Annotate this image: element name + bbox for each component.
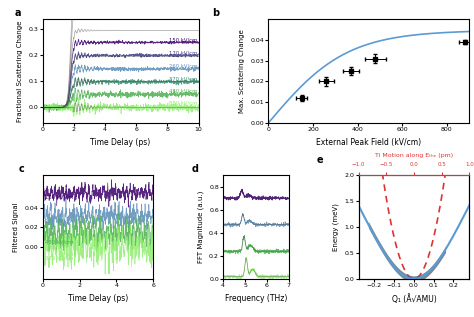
Text: 260 kV/cm: 260 kV/cm [169, 64, 197, 68]
Text: c: c [18, 164, 24, 174]
Y-axis label: Energy (meV): Energy (meV) [332, 203, 339, 251]
Text: d: d [191, 164, 199, 174]
Text: 260 kV/cm: 260 kV/cm [46, 219, 74, 224]
X-axis label: Ti Motion along Eₜₕₑ (pm): Ti Motion along Eₜₕₑ (pm) [375, 153, 453, 158]
Text: 480 kV/cm: 480 kV/cm [169, 88, 197, 93]
Text: 370 kV/cm: 370 kV/cm [169, 76, 197, 81]
Y-axis label: Max. Scattering Change: Max. Scattering Change [239, 29, 245, 113]
Y-axis label: FFT Magnitude (a.u.): FFT Magnitude (a.u.) [197, 191, 203, 263]
Text: e: e [317, 154, 323, 165]
X-axis label: Q₁ (Å√AMU): Q₁ (Å√AMU) [392, 294, 436, 304]
X-axis label: Frequency (THz): Frequency (THz) [225, 294, 287, 303]
Text: b: b [212, 8, 219, 18]
Text: 880 kV/cm: 880 kV/cm [169, 100, 197, 105]
Text: a: a [15, 8, 21, 18]
X-axis label: Time Delay (ps): Time Delay (ps) [68, 294, 128, 303]
Text: 170 kV/cm: 170 kV/cm [169, 50, 197, 55]
Y-axis label: Filtered Signal: Filtered Signal [13, 202, 19, 252]
Text: 480 kV/cm: 480 kV/cm [46, 240, 74, 244]
X-axis label: External Peak Field (kV/cm): External Peak Field (kV/cm) [316, 138, 421, 147]
Y-axis label: Fractional Scattering Change: Fractional Scattering Change [17, 20, 23, 122]
Text: 150 kV/cm: 150 kV/cm [46, 195, 74, 200]
X-axis label: Time Delay (ps): Time Delay (ps) [91, 138, 151, 147]
Text: 150 kV/cm: 150 kV/cm [169, 38, 197, 42]
Text: 880 kV/cm: 880 kV/cm [46, 256, 74, 261]
